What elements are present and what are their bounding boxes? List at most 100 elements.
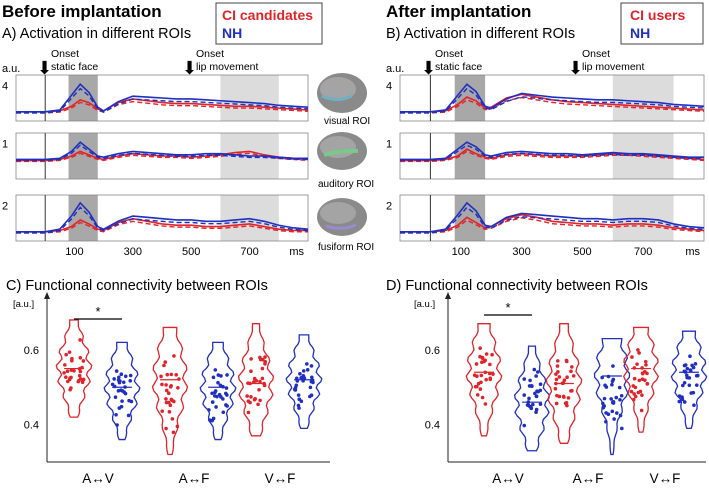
subtitle-a: A) Activation in different ROIs [2,26,191,42]
y-unit-label: [a.u.] [13,299,34,310]
data-point [164,426,168,431]
data-point [633,394,638,399]
down-arrow-icon: ⬇ [421,58,436,78]
data-point [112,377,116,381]
data-point [643,378,647,382]
data-point [69,375,73,380]
data-point [174,372,179,377]
data-point [258,398,262,403]
data-point [522,393,527,397]
series-line-dashed-nh [400,206,705,234]
roi-title-auditory: auditory ROI [318,179,374,190]
data-point [631,397,636,402]
x-tick-label: 700 [634,246,652,258]
y-tick-label: 2 [2,201,8,213]
data-point [488,376,493,380]
down-arrow-icon: ⬇ [182,58,197,78]
data-point [168,403,173,408]
data-point [113,395,118,399]
data-point [631,384,636,388]
onset-face-line2-before: static face [51,61,98,73]
data-point [527,396,531,401]
data-point [80,380,85,385]
data-point [645,382,650,386]
data-point [643,359,648,364]
violin-nh [199,341,237,441]
data-point [610,400,615,405]
data-point [680,397,685,402]
data-point [688,368,693,373]
data-point [685,375,689,380]
data-point [208,418,212,422]
data-point [685,366,690,371]
data-point [309,379,314,384]
data-point [305,368,310,372]
data-point [159,374,163,379]
data-point [609,397,613,401]
x-unit-label: ms [289,246,304,258]
x-tick-label: 100 [65,246,83,258]
data-point [211,375,216,380]
plot-frame [15,194,309,242]
x-unit-label: ms [685,246,700,258]
y-unit-label: [a.u.] [414,299,435,310]
data-point [614,395,619,400]
data-point [67,350,72,354]
au-label-before: a.u. [2,63,20,75]
data-point [164,388,169,393]
y-axis-arrow [445,292,451,299]
data-point [556,370,560,374]
data-point [601,401,605,406]
data-point [77,378,81,383]
significance-mark: * [95,304,100,319]
data-point [249,369,253,374]
y-tick-label: 4 [2,81,8,93]
onset-lip-line1-before: Onset [196,48,224,60]
data-point [308,385,313,390]
data-point [78,355,83,360]
data-point [65,379,70,384]
data-point [692,403,696,408]
data-point [640,393,644,397]
data-point [530,384,534,389]
data-point [569,369,573,374]
y-tick-label: 0.4 [24,420,39,432]
data-point [64,352,68,357]
data-point [213,390,217,395]
series-line-dashed-nh [16,87,309,114]
timeseries-plots-before: 4 1 2 100 300 500 700 ms [2,74,309,258]
series-line-nh [400,141,704,161]
data-point [77,373,82,378]
data-point [221,397,225,401]
data-point [297,406,301,410]
data-point [164,397,168,401]
data-point [636,390,641,395]
data-point [534,374,538,378]
onset-face-line2-after: static face [435,61,482,73]
data-point [210,391,214,396]
data-point [643,369,647,374]
data-point [245,394,249,398]
data-point [639,408,644,413]
data-point [480,356,485,361]
legend-box-after [620,2,704,45]
data-point [256,402,260,407]
onset-lip-line1-after: Onset [582,48,610,60]
data-point [619,393,624,398]
data-point [611,364,615,368]
violin-ci [55,319,93,418]
data-point [64,375,68,379]
data-point [680,383,685,388]
data-point [571,374,576,378]
data-point [212,394,217,398]
data-point [614,411,619,415]
data-point [629,389,634,394]
data-point [617,385,622,390]
data-point [630,355,634,359]
series-line-ci [400,93,705,113]
data-point [114,412,118,417]
data-point [225,393,229,397]
data-point [165,372,170,377]
data-point [538,382,543,387]
data-point [691,365,696,370]
